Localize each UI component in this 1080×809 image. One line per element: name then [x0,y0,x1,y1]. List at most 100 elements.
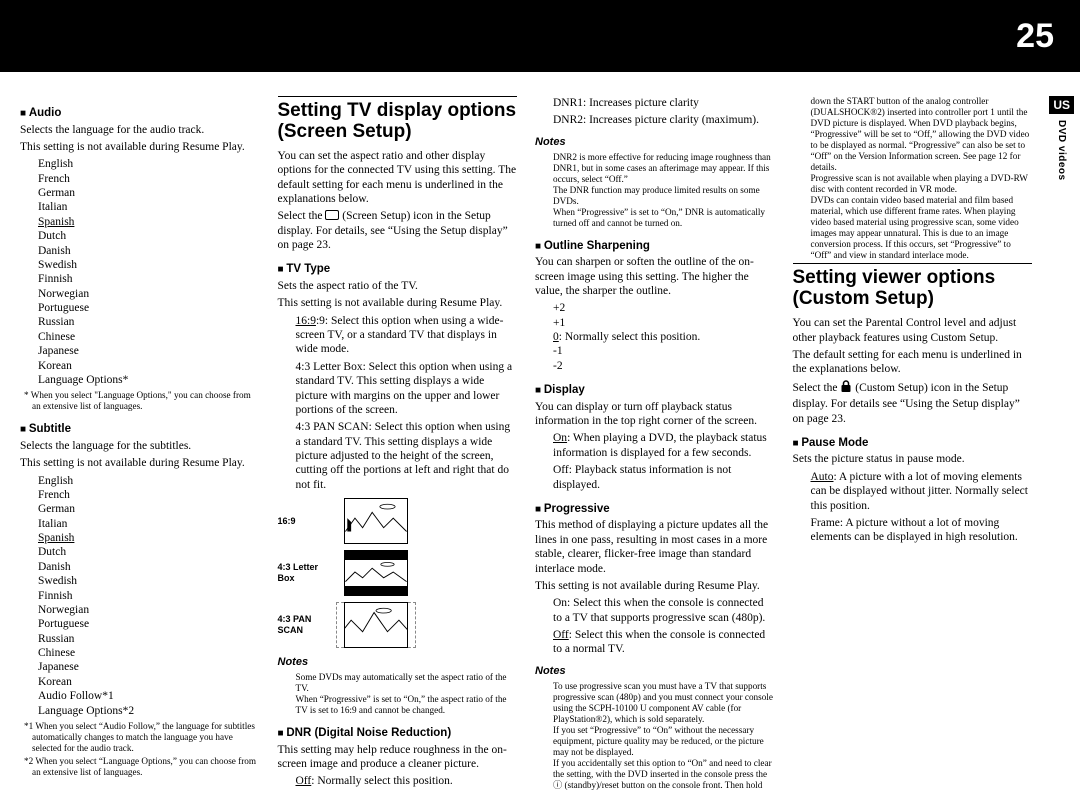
subtitle-foot2: *2 When you select “Language Options,” y… [32,756,260,778]
dnr-n2: The DNR function may produce limited res… [553,185,775,207]
list-item: Danish [38,244,260,258]
pn1: To use progressive scan you must have a … [553,681,775,725]
tv-note1: Some DVDs may automatically set the aspe… [296,672,518,694]
tvbox-ps [344,602,408,648]
tvtype-o1: 16:9:9: Select this option when using a … [296,314,518,357]
list-item: Swedish [38,574,260,588]
intro2a: Select the [278,210,326,222]
dnr-head: DNR (Digital Noise Reduction) [278,726,518,741]
dnr-n3: When “Progressive” is set to “On,” DNR i… [553,207,775,229]
pause-o2: Frame: A picture without a lot of moving… [811,516,1033,545]
tv-fig-169: 16:9 [278,498,518,544]
lab-lb: 4:3 Letter Box [278,562,336,585]
list-item: Norwegian [38,603,260,617]
prog-o1: On: Select this when the console is conn… [553,596,775,625]
list-item: Portuguese [38,617,260,631]
outline-l1: You can sharpen or soften the outline of… [535,255,775,298]
subtitle-desc2: This setting is not available during Res… [20,456,260,470]
list-item: Norwegian [38,287,260,301]
list-item: Chinese [38,646,260,660]
list-item: English [38,474,260,488]
custom-intro3: Select the (Custom Setup) icon in the Se… [793,380,1033,426]
custom-intro1: You can set the Parental Control level a… [793,316,1033,345]
screen-setup-head: Setting TV display options (Screen Setup… [278,96,518,143]
prog-notes-head: Notes [535,665,775,679]
pause-o1: Auto: A picture with a lot of moving ele… [811,470,1033,513]
prog-o2: Off: Select this when the console is con… [553,628,775,657]
dnr-n1: DNR2 is more effective for reducing imag… [553,152,775,185]
list-item: +2 [553,301,775,315]
list-item: Italian [38,200,260,214]
list-item: Danish [38,560,260,574]
dnr-o1: Off: Normally select this position. [296,774,518,788]
display-l1: You can display or turn off playback sta… [535,400,775,429]
tvtype-o2: 4:3 Letter Box: Select this option when … [296,360,518,418]
list-item: Language Options*2 [38,704,260,718]
side-tab: US DVD videos [1049,96,1074,181]
list-item: Italian [38,517,260,531]
list-item: French [38,172,260,186]
screen-icon [325,210,339,220]
tv-note2: When “Progressive” is set to “On,” the a… [296,694,518,716]
ci3a: Select the [793,382,841,394]
lock-icon [840,380,852,397]
lab-ps: 4:3 PAN SCAN [278,614,336,637]
audio-desc1: Selects the language for the audio track… [20,123,260,137]
audio-lang-list: EnglishFrenchGermanItalianSpanishDutchDa… [38,157,260,387]
dnr-l1: This setting may help reduce roughness i… [278,743,518,772]
subtitle-lang-list: EnglishFrenchGermanItalianSpanishDutchDa… [38,474,260,718]
page-body: Audio Selects the language for the audio… [20,96,1032,797]
list-item: Japanese [38,344,260,358]
page-number: 25 [1016,17,1080,56]
list-item: Chinese [38,330,260,344]
tvtype-head: TV Type [278,262,518,277]
screen-setup-intro2: Select the (Screen Setup) icon in the Se… [278,209,518,252]
pn5: DVDs can contain video based material an… [811,195,1033,261]
list-item: Audio Follow*1 [38,689,260,703]
list-item: Korean [38,359,260,373]
tvbox-lb [344,550,408,596]
list-item: 0: Normally select this position. [553,330,775,344]
list-item: Russian [38,315,260,329]
list-item: Dutch [38,229,260,243]
list-item: Japanese [38,660,260,674]
list-item: Portuguese [38,301,260,315]
list-item: Finnish [38,589,260,603]
display-o1: On: When playing a DVD, the playback sta… [553,431,775,460]
tvtype-l2: This setting is not available during Res… [278,296,518,310]
screen-setup-intro1: You can set the aspect ratio and other d… [278,149,518,207]
dnr-o2: DNR1: Increases picture clarity [553,96,775,110]
audio-footnote: * When you select "Language Options," yo… [32,390,260,412]
tvtype-o3: 4:3 PAN SCAN: Select this option when us… [296,420,518,492]
audio-head: Audio [20,106,260,121]
pause-head: Pause Mode [793,436,1033,451]
list-item: Swedish [38,258,260,272]
list-item: -1 [553,344,775,358]
tv-fig-lb: 4:3 Letter Box [278,550,518,596]
list-item: Russian [38,632,260,646]
prog-l1: This method of displaying a picture upda… [535,518,775,576]
pn4: Progressive scan is not available when p… [811,173,1033,195]
display-head: Display [535,383,775,398]
custom-intro2: The default setting for each menu is und… [793,348,1033,377]
list-item: Korean [38,675,260,689]
tv-notes-head: Notes [278,656,518,670]
lab-169: 16:9 [278,516,336,527]
tv-fig-ps: 4:3 PAN SCAN [278,602,518,648]
subtitle-desc1: Selects the language for the subtitles. [20,439,260,453]
subtitle-foot1: *1 When you select “Audio Follow,” the l… [32,721,260,754]
tvtype-l1: Sets the aspect ratio of the TV. [278,279,518,293]
pause-l1: Sets the picture status in pause mode. [793,452,1033,466]
custom-setup-head: Setting viewer options (Custom Setup) [793,263,1033,310]
list-item: German [38,186,260,200]
list-item: English [38,157,260,171]
dnr-o3: DNR2: Increases picture clarity (maximum… [553,113,775,127]
audio-desc2: This setting is not available during Res… [20,140,260,154]
list-item: Finnish [38,272,260,286]
list-item: Dutch [38,545,260,559]
list-item: French [38,488,260,502]
region-tag: US [1049,96,1074,114]
tvbox-169 [344,498,408,544]
top-bar: 25 [0,0,1080,72]
pn2: If you set “Progressive” to “On” without… [553,725,775,758]
